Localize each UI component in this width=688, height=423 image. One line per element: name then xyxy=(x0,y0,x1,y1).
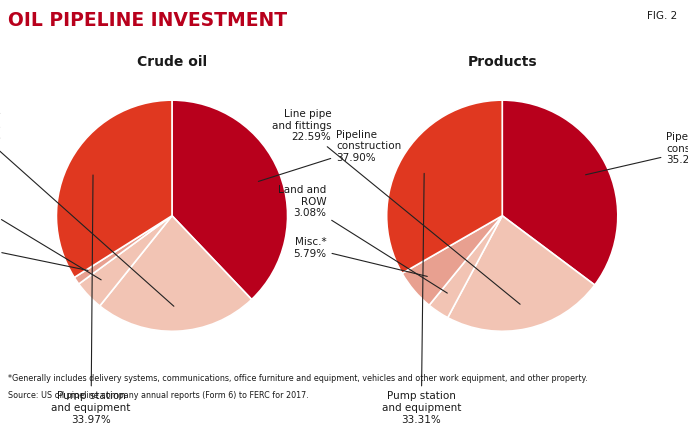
Wedge shape xyxy=(56,100,172,277)
Text: FIG. 2: FIG. 2 xyxy=(647,11,678,21)
Title: Crude oil: Crude oil xyxy=(137,55,207,69)
Wedge shape xyxy=(448,216,594,331)
Wedge shape xyxy=(429,216,502,318)
Title: Products: Products xyxy=(467,55,537,69)
Text: *Generally includes delivery systems, communications, office furniture and equip: *Generally includes delivery systems, co… xyxy=(8,374,588,383)
Text: Misc.*
5.79%: Misc.* 5.79% xyxy=(293,237,427,276)
Wedge shape xyxy=(172,100,288,299)
Text: Pump station
and equipment
33.31%: Pump station and equipment 33.31% xyxy=(382,173,461,423)
Wedge shape xyxy=(402,216,502,305)
Text: Pump station
and equipment
33.97%: Pump station and equipment 33.97% xyxy=(52,175,131,423)
Text: Source: US oil pipeline company annual reports (Form 6) to FERC for 2017.: Source: US oil pipeline company annual r… xyxy=(8,391,309,400)
Text: Misc.*
1.09%: Misc.* 1.09% xyxy=(0,237,88,270)
Wedge shape xyxy=(387,100,502,273)
Wedge shape xyxy=(78,216,172,306)
Wedge shape xyxy=(100,216,252,331)
Text: Line pipe
and fittings
22.59%: Line pipe and fittings 22.59% xyxy=(272,109,520,304)
Text: Land and
ROW
4.20%: Land and ROW 4.20% xyxy=(0,185,101,280)
Text: Line pipe
and fittings
22.85%: Line pipe and fittings 22.85% xyxy=(0,109,174,306)
Text: Pipeline
construction
35.23%: Pipeline construction 35.23% xyxy=(585,132,688,175)
Wedge shape xyxy=(74,216,172,284)
Text: Pipeline
construction
37.90%: Pipeline construction 37.90% xyxy=(259,130,401,181)
Wedge shape xyxy=(502,100,618,285)
Text: OIL PIPELINE INVESTMENT: OIL PIPELINE INVESTMENT xyxy=(8,11,288,30)
Text: Land and
ROW
3.08%: Land and ROW 3.08% xyxy=(279,185,447,293)
